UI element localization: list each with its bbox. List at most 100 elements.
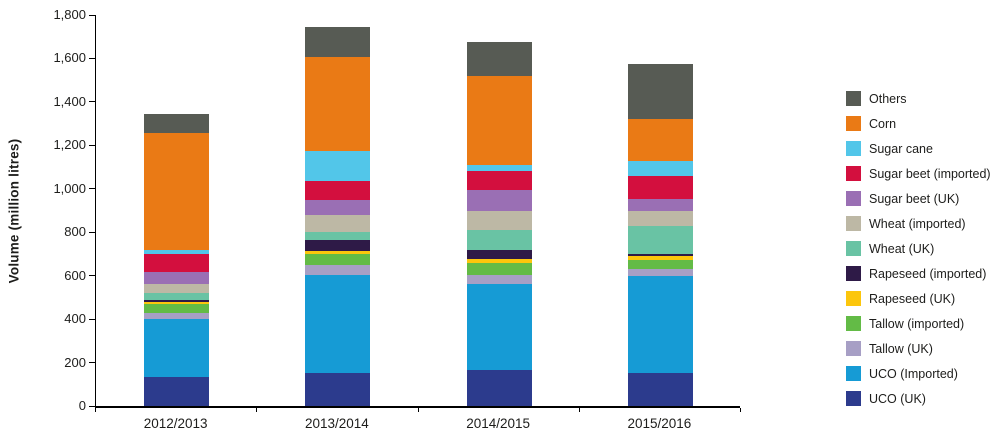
- legend-swatch-tallow-uk: [846, 341, 861, 356]
- segment-2012-2013-rapeseed-uk: [144, 301, 210, 304]
- x-tick-mark-4: [740, 408, 741, 412]
- legend-swatch-corn: [846, 116, 861, 131]
- legend-label-tallow-uk: Tallow (UK): [869, 341, 933, 356]
- legend-label-wheat-uk: Wheat (UK): [869, 241, 935, 256]
- segment-2015-2016-tallow-uk: [627, 269, 693, 276]
- segment-2015-2016-sugar-cane: [627, 160, 693, 176]
- y-tick-mark-1-400: [89, 101, 95, 103]
- segment-2014-2015-tallow-uk: [466, 274, 532, 285]
- y-tick-mark-1-600: [89, 57, 95, 59]
- legend-item-uco-imported: UCO (Imported): [846, 361, 991, 386]
- segment-2013-2014-sugar-cane: [305, 150, 371, 182]
- legend-item-sugar-beet-imported: Sugar beet (imported): [846, 161, 991, 186]
- y-tick-mark-400: [89, 318, 95, 320]
- y-tick-label-200: 200: [64, 354, 86, 370]
- legend-label-rapeseed-imported: Rapeseed (imported): [869, 266, 987, 281]
- x-tick-mark-3: [578, 408, 580, 412]
- segment-2012-2013-rapeseed-imported: [144, 299, 210, 302]
- y-tick-mark-1-200: [89, 144, 95, 146]
- y-tick-mark-1-800: [89, 14, 95, 16]
- y-tick-label-1-800: 1,800: [53, 7, 86, 22]
- y-tick-mark-1-000: [89, 188, 95, 190]
- segment-2015-2016-sugar-beet-imported: [627, 175, 693, 199]
- segment-2015-2016-tallow-imported: [627, 260, 693, 270]
- y-tick-mark-800: [89, 231, 95, 233]
- segment-2014-2015-sugar-beet-uk: [466, 189, 532, 211]
- segment-2012-2013-wheat-uk: [144, 293, 210, 300]
- legend-item-wheat-imported: Wheat (imported): [846, 211, 991, 236]
- segment-2014-2015-rapeseed-imported: [466, 249, 532, 260]
- legend-label-uco-uk: UCO (UK): [869, 391, 926, 406]
- legend-label-sugar-cane: Sugar cane: [869, 141, 933, 156]
- legend-swatch-sugar-beet-uk: [846, 191, 861, 206]
- legend-item-corn: Corn: [846, 111, 991, 136]
- legend-item-rapeseed-uk: Rapeseed (UK): [846, 286, 991, 311]
- legend-item-sugar-cane: Sugar cane: [846, 136, 991, 161]
- y-axis-title: Volume (million litres): [6, 138, 22, 284]
- segment-2015-2016-wheat-imported: [627, 210, 693, 226]
- legend-item-uco-uk: UCO (UK): [846, 386, 991, 411]
- legend-swatch-uco-uk: [846, 391, 861, 406]
- segment-2012-2013-sugar-cane: [144, 249, 210, 254]
- legend-swatch-rapeseed-uk: [846, 291, 861, 306]
- segment-2013-2014-rapeseed-uk: [305, 250, 371, 254]
- x-tick-label-2012-2013: 2012/2013: [143, 416, 208, 431]
- legend-swatch-others: [846, 91, 861, 106]
- segment-2013-2014-wheat-uk: [305, 232, 371, 240]
- legend-label-others: Others: [869, 91, 907, 106]
- segment-2012-2013-tallow-imported: [144, 303, 210, 313]
- legend-swatch-wheat-uk: [846, 241, 861, 256]
- y-tick-label-1-400: 1,400: [53, 93, 86, 109]
- y-tick-label-400: 400: [64, 311, 86, 327]
- segment-2014-2015-sugar-cane: [466, 164, 532, 172]
- legend: Others Corn Sugar cane Sugar beet (imported…: [846, 86, 991, 411]
- segment-2012-2013-uco-imported: [144, 319, 210, 377]
- segment-2012-2013-sugar-beet-imported: [144, 253, 210, 273]
- x-tick-label-2013-2014: 2013/2014: [304, 416, 369, 431]
- x-tick-label-2014-2015: 2014/2015: [466, 416, 531, 431]
- segment-2013-2014-others: [305, 27, 371, 58]
- legend-swatch-wheat-imported: [846, 216, 861, 231]
- y-tick-label-1-600: 1,600: [53, 50, 86, 66]
- x-tick-label-2015-2016: 2015/2016: [627, 416, 692, 431]
- segment-2013-2014-wheat-imported: [305, 214, 371, 233]
- segment-2014-2015-rapeseed-uk: [466, 259, 532, 263]
- legend-label-wheat-imported: Wheat (imported): [869, 216, 966, 231]
- segment-2015-2016-corn: [627, 119, 693, 161]
- y-tick-label-800: 800: [64, 224, 86, 240]
- segment-2014-2015-tallow-imported: [466, 262, 532, 275]
- legend-item-others: Others: [846, 86, 991, 111]
- segment-2013-2014-tallow-uk: [305, 264, 371, 275]
- y-tick-label-1-000: 1,000: [53, 180, 86, 196]
- legend-item-tallow-imported: Tallow (imported): [846, 311, 991, 336]
- legend-label-sugar-beet-imported: Sugar beet (imported): [869, 166, 991, 181]
- legend-swatch-sugar-cane: [846, 141, 861, 156]
- legend-item-wheat-uk: Wheat (UK): [846, 236, 991, 261]
- segment-2015-2016-wheat-uk: [627, 225, 693, 254]
- legend-item-tallow-uk: Tallow (UK): [846, 336, 991, 361]
- segment-2015-2016-rapeseed-imported: [627, 253, 693, 257]
- bar-2014-2015: [466, 42, 532, 406]
- segment-2014-2015-uco-imported: [466, 284, 532, 371]
- legend-label-tallow-imported: Tallow (imported): [869, 316, 965, 331]
- segment-2014-2015-others: [466, 42, 532, 76]
- legend-label-corn: Corn: [869, 116, 897, 131]
- segment-2013-2014-corn: [305, 57, 371, 151]
- legend-label-rapeseed-uk: Rapeseed (UK): [869, 291, 956, 306]
- segment-2012-2013-others: [144, 113, 210, 134]
- y-tick-label-0: 0: [78, 398, 86, 413]
- legend-swatch-uco-imported: [846, 366, 861, 381]
- segment-2012-2013-uco-uk: [144, 376, 210, 406]
- y-tick-label-600: 600: [64, 267, 86, 283]
- legend-item-sugar-beet-uk: Sugar beet (UK): [846, 186, 991, 211]
- segment-2015-2016-rapeseed-uk: [627, 256, 693, 261]
- legend-label-uco-imported: UCO (Imported): [869, 366, 958, 381]
- segment-2012-2013-corn: [144, 133, 210, 250]
- segment-2015-2016-sugar-beet-uk: [627, 198, 693, 211]
- legend-swatch-rapeseed-imported: [846, 266, 861, 281]
- segment-2013-2014-rapeseed-imported: [305, 239, 371, 251]
- bar-2012-2013: [144, 113, 210, 406]
- segment-2013-2014-uco-uk: [305, 373, 371, 406]
- segment-2014-2015-wheat-imported: [466, 210, 532, 231]
